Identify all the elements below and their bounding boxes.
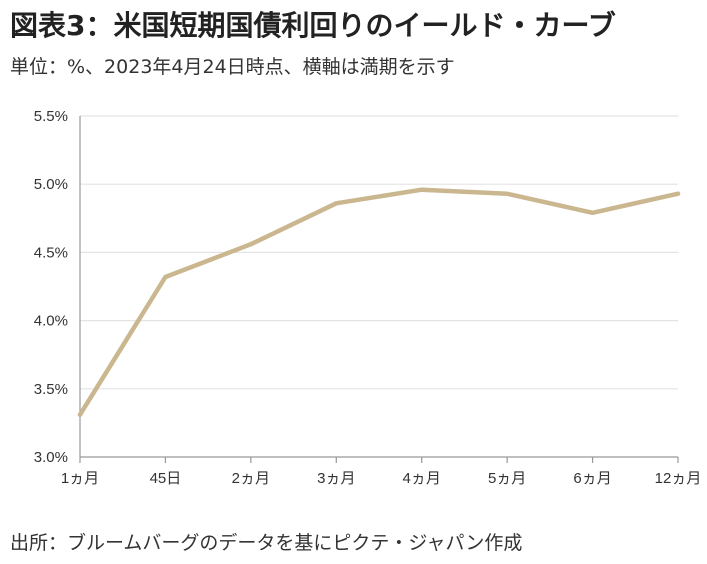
x-tick-label: 3ヵ月 <box>317 470 355 487</box>
source-note: 出所：ブルームバーグのデータを基にピクテ・ジャパン作成 <box>10 532 523 554</box>
yield-curve-line <box>77 187 681 417</box>
y-tick-label: 3.0% <box>34 449 68 466</box>
data-point <box>248 242 254 247</box>
x-tick-label: 2ヵ月 <box>232 470 270 487</box>
y-tick-label: 4.0% <box>34 313 68 330</box>
data-point <box>77 412 83 417</box>
y-tick-label: 5.5% <box>34 108 68 125</box>
x-tick-label: 4ヵ月 <box>403 470 441 487</box>
x-tick-label: 1ヵ月 <box>61 470 99 487</box>
chart-title: 図表3：米国短期国債利回りのイールド・カーブ <box>10 9 616 42</box>
data-point <box>419 187 424 192</box>
x-tick-label: 45日 <box>150 470 182 487</box>
data-point <box>590 210 595 216</box>
series-layer <box>77 187 681 417</box>
data-point <box>504 191 510 196</box>
x-tick-labels: 1ヵ月 45日 2ヵ月 3ヵ月 4ヵ月 5ヵ月 6ヵ月 12ヵ月 <box>61 470 702 487</box>
y-tick-label: 5.0% <box>34 176 68 193</box>
axis-layer <box>79 116 679 463</box>
y-tick-labels: 3.0% 3.5% 4.0% 4.5% 5.0% 5.5% <box>34 108 68 466</box>
chart-subtitle: 単位：%、2023年4月24日時点、横軸は満期を示す <box>10 56 455 78</box>
grid-layer <box>80 115 678 390</box>
data-point <box>675 191 681 196</box>
data-point <box>163 274 168 280</box>
data-point <box>334 201 339 206</box>
x-tick-label: 5ヵ月 <box>488 470 526 487</box>
y-tick-label: 3.5% <box>34 381 68 398</box>
x-tick-label: 6ヵ月 <box>573 470 611 487</box>
x-tick-label: 12ヵ月 <box>655 470 702 487</box>
y-tick-label: 4.5% <box>34 244 68 261</box>
